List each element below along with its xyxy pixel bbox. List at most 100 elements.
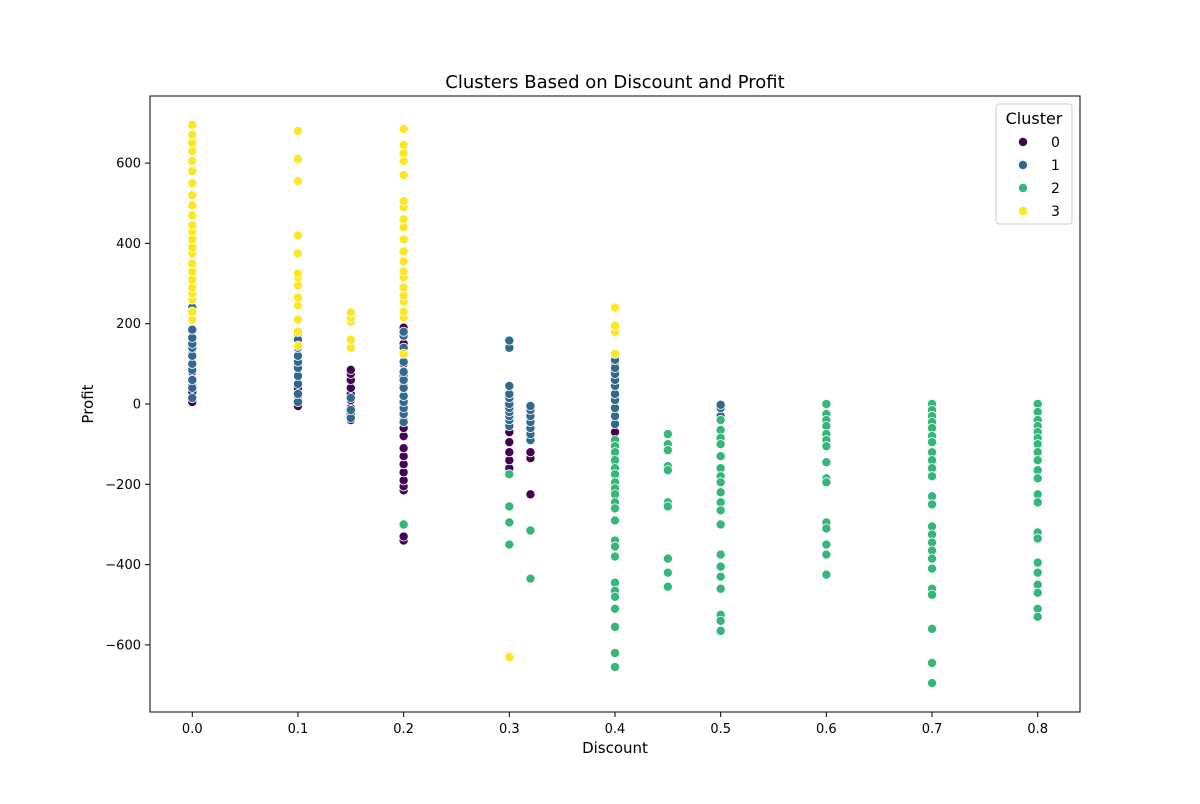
point-cluster-3	[398, 234, 409, 245]
point-cluster-2	[610, 591, 621, 602]
point-cluster-3	[292, 268, 303, 279]
x-tick-label: 0.6	[816, 722, 837, 737]
point-cluster-2	[715, 415, 726, 426]
y-tick-label: −400	[105, 558, 141, 573]
point-cluster-3	[187, 258, 198, 269]
point-cluster-1	[715, 399, 726, 410]
point-cluster-2	[1032, 455, 1043, 466]
point-cluster-3	[504, 651, 515, 662]
point-cluster-2	[821, 441, 832, 452]
point-cluster-2	[715, 487, 726, 498]
point-cluster-1	[398, 366, 409, 377]
point-cluster-0	[525, 489, 536, 500]
point-cluster-2	[504, 517, 515, 528]
y-tick-label: −600	[105, 638, 141, 653]
point-cluster-2	[715, 625, 726, 636]
points-layer	[187, 119, 1043, 689]
point-cluster-3	[398, 170, 409, 181]
point-cluster-1	[398, 326, 409, 337]
point-cluster-2	[1032, 587, 1043, 598]
point-cluster-3	[187, 190, 198, 201]
point-cluster-0	[525, 447, 536, 458]
point-cluster-2	[610, 662, 621, 673]
point-cluster-3	[187, 129, 198, 140]
point-cluster-3	[398, 282, 409, 293]
point-cluster-2	[662, 581, 673, 592]
x-tick-label: 0.8	[1027, 722, 1048, 737]
point-cluster-2	[504, 539, 515, 550]
point-cluster-1	[187, 392, 198, 403]
x-tick-label: 0.1	[288, 722, 309, 737]
point-cluster-2	[662, 445, 673, 456]
point-cluster-3	[292, 154, 303, 165]
point-cluster-2	[662, 567, 673, 578]
point-cluster-1	[504, 380, 515, 391]
point-cluster-1	[292, 388, 303, 399]
point-cluster-2	[927, 499, 938, 510]
point-cluster-2	[610, 621, 621, 632]
point-cluster-3	[187, 220, 198, 231]
point-cluster-2	[662, 553, 673, 564]
point-cluster-1	[187, 324, 198, 335]
legend-marker-cluster-3	[1018, 205, 1029, 216]
point-cluster-3	[398, 123, 409, 134]
point-cluster-2	[610, 551, 621, 562]
point-cluster-2	[398, 519, 409, 530]
point-cluster-3	[187, 166, 198, 177]
x-tick-label: 0.4	[605, 722, 626, 737]
point-cluster-3	[292, 248, 303, 259]
chart-title: Clusters Based on Discount and Profit	[445, 72, 784, 93]
legend-title: Cluster	[1006, 109, 1063, 128]
point-cluster-3	[345, 307, 356, 318]
point-cluster-2	[821, 523, 832, 534]
point-cluster-2	[927, 471, 938, 482]
legend-label-cluster-2: 2	[1051, 181, 1060, 197]
point-cluster-2	[1032, 497, 1043, 508]
legend-marker-cluster-2	[1018, 182, 1029, 193]
legend: Cluster 0 1 2 3	[995, 103, 1073, 225]
point-cluster-2	[504, 469, 515, 480]
point-cluster-2	[525, 573, 536, 584]
x-axis-title: Discount	[582, 739, 648, 757]
point-cluster-2	[715, 615, 726, 626]
point-cluster-2	[662, 429, 673, 440]
point-cluster-2	[610, 503, 621, 514]
point-cluster-2	[927, 553, 938, 564]
point-cluster-3	[187, 200, 198, 211]
y-tick-label: 400	[116, 237, 141, 252]
point-cluster-2	[715, 561, 726, 572]
y-tick-label: 600	[116, 157, 141, 172]
point-cluster-2	[821, 549, 832, 560]
point-cluster-3	[398, 306, 409, 317]
point-cluster-0	[504, 447, 515, 458]
point-cluster-1	[187, 374, 198, 385]
point-cluster-2	[610, 647, 621, 658]
point-cluster-2	[610, 541, 621, 552]
point-cluster-2	[927, 678, 938, 689]
point-cluster-2	[715, 451, 726, 462]
point-cluster-0	[398, 531, 409, 542]
point-cluster-0	[345, 364, 356, 375]
legend-marker-cluster-1	[1018, 159, 1029, 170]
point-cluster-3	[398, 256, 409, 267]
point-cluster-2	[1032, 533, 1043, 544]
point-cluster-2	[1032, 567, 1043, 578]
point-cluster-2	[821, 569, 832, 580]
point-cluster-1	[504, 335, 515, 346]
point-cluster-2	[610, 515, 621, 526]
point-cluster-3	[187, 178, 198, 189]
legend-label-cluster-0: 0	[1051, 135, 1060, 151]
point-cluster-0	[398, 443, 409, 454]
point-cluster-2	[715, 439, 726, 450]
point-cluster-2	[715, 583, 726, 594]
point-cluster-3	[187, 306, 198, 317]
point-cluster-3	[292, 125, 303, 136]
point-cluster-1	[345, 392, 356, 403]
point-cluster-2	[525, 525, 536, 536]
point-cluster-3	[398, 348, 409, 359]
legend-label-cluster-3: 3	[1051, 204, 1060, 220]
x-tick-label: 0.5	[710, 722, 731, 737]
point-cluster-2	[610, 603, 621, 614]
